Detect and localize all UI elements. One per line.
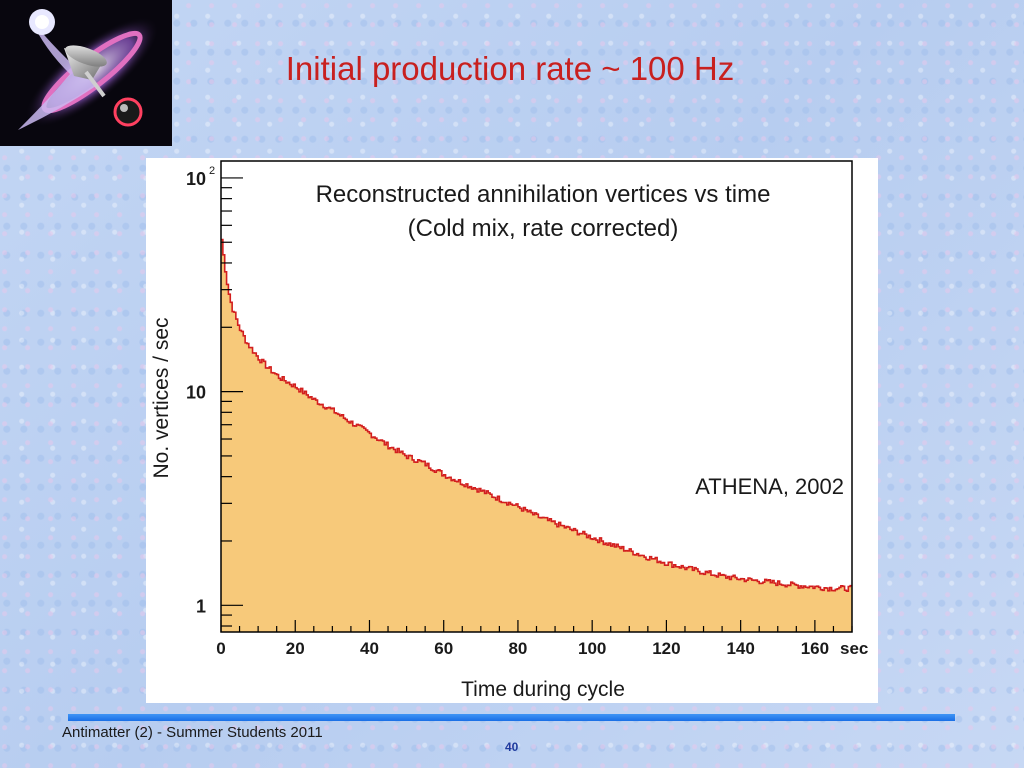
x-tick-label: 80 (508, 639, 527, 658)
chart-panel: Reconstructed annihilation vertices vs t… (146, 158, 878, 703)
y-tick-label: 1 (196, 596, 206, 616)
y-axis-label: No. vertices / sec (150, 317, 173, 478)
slide-title: Initial production rate ~ 100 Hz (285, 50, 735, 87)
x-tick-label: 60 (434, 639, 453, 658)
footer-bar (68, 714, 955, 721)
chart-subtitle: (Cold mix, rate corrected) (408, 215, 679, 242)
logo (0, 0, 172, 146)
histogram-area (221, 239, 852, 632)
y-tick-label: 10 (186, 169, 206, 189)
x-tick-label: 100 (578, 639, 606, 658)
chart-annotation: ATHENA, 2002 (695, 474, 844, 499)
histogram-chart: Reconstructed annihilation vertices vs t… (150, 160, 868, 701)
footer-text: Antimatter (2) - Summer Students 2011 (62, 724, 323, 741)
x-tick-label: 140 (726, 639, 754, 658)
histogram-line (221, 238, 852, 592)
y-tick-label: 10 (186, 383, 206, 403)
x-axis-label: Time during cycle (461, 678, 625, 701)
x-tick-label: 160 (801, 639, 829, 658)
x-axis-unit: sec (840, 639, 868, 658)
x-tick-label: 0 (216, 639, 225, 658)
y-tick-exponent: 2 (209, 165, 215, 177)
page-number: 40 (505, 740, 519, 754)
chart-title: Reconstructed annihilation vertices vs t… (316, 181, 771, 208)
x-tick-label: 20 (286, 639, 305, 658)
x-tick-label: 120 (652, 639, 680, 658)
x-tick-label: 40 (360, 639, 379, 658)
spinning-top-antimatter-logo-icon (18, 9, 159, 130)
